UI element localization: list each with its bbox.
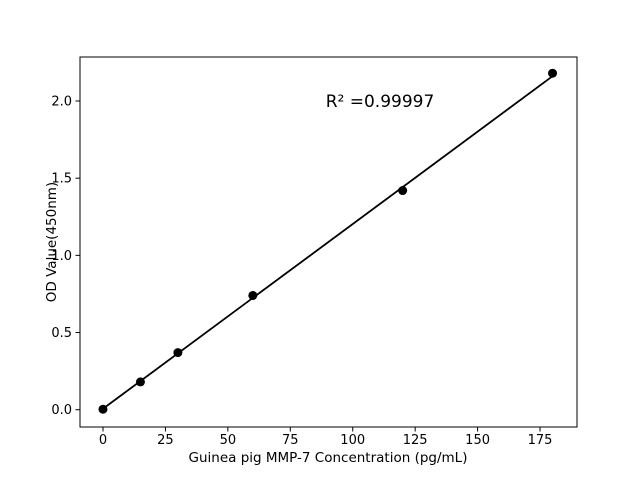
data-point — [548, 68, 558, 78]
data-point — [98, 404, 108, 414]
y-tick-label: 2.0 — [51, 94, 72, 109]
x-tick-label: 25 — [157, 433, 174, 448]
x-tick-label: 100 — [340, 433, 365, 448]
fit-line — [102, 75, 554, 410]
data-point — [173, 348, 183, 358]
x-axis-label: Guinea pig MMP-7 Concentration (pg/mL) — [189, 450, 468, 466]
x-tick-label: 50 — [220, 433, 237, 448]
x-tick-label: 0 — [99, 433, 107, 448]
y-tick-label: 0.5 — [51, 326, 72, 341]
y-tick-label: 0.0 — [51, 403, 72, 418]
y-tick-label: 1.0 — [51, 249, 72, 264]
x-tick-label: 75 — [282, 433, 299, 448]
y-tick-label: 1.5 — [51, 172, 72, 187]
x-tick-label: 125 — [403, 433, 428, 448]
data-point — [135, 377, 145, 387]
x-tick-label: 175 — [528, 433, 553, 448]
y-axis-label: OD Value(450nm) — [44, 182, 60, 302]
plot-border — [79, 56, 578, 428]
x-tick-label: 150 — [465, 433, 490, 448]
r-squared-annotation: R² =0.99997 — [326, 92, 435, 112]
data-point — [248, 290, 258, 300]
data-point — [398, 186, 408, 196]
